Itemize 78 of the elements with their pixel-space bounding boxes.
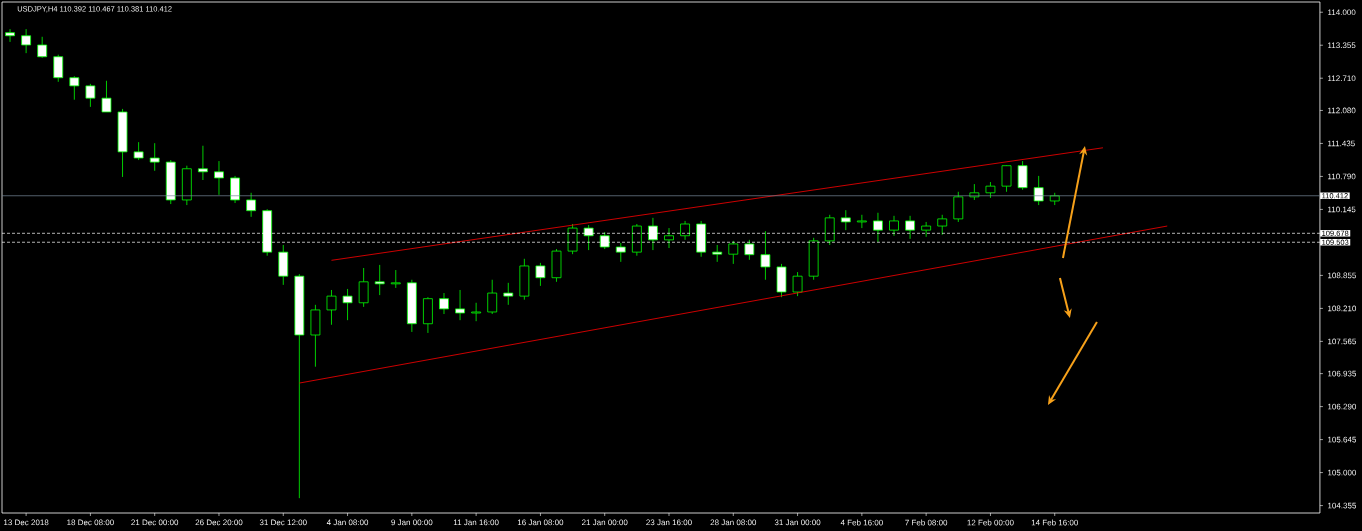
candlestick <box>390 269 401 289</box>
candlestick <box>1033 175 1044 206</box>
y-tick-label: 105.645 <box>1328 436 1357 443</box>
candlestick <box>214 160 224 196</box>
candlestick <box>728 240 739 265</box>
candlestick <box>1001 165 1012 193</box>
candlestick <box>310 304 321 368</box>
candlestick <box>294 273 305 499</box>
y-tick-label: 110.790 <box>1328 173 1356 180</box>
y-tick-label: 113.355 <box>1328 42 1356 49</box>
x-tick-label: 4 Jan 08:00 <box>326 519 369 526</box>
candlestick <box>631 223 642 257</box>
x-tick-label: 26 Dec 20:00 <box>195 519 243 526</box>
y-tick-label: 112.710 <box>1328 75 1356 82</box>
y-tick-label: 105.000 <box>1328 469 1357 476</box>
candlestick <box>85 83 96 108</box>
x-tick-label: 14 Feb 16:00 <box>1031 519 1078 526</box>
candlestick <box>889 215 899 237</box>
candlestick <box>133 141 144 161</box>
y-tick-label: 108.855 <box>1328 272 1357 279</box>
x-tick-label: 13 Dec 2018 <box>4 519 49 526</box>
candlestick <box>21 28 32 54</box>
candlestick <box>101 80 112 113</box>
x-tick-label: 9 Jan 00:00 <box>391 519 433 526</box>
candlestick <box>808 237 819 281</box>
y-tick-label: 104.355 <box>1328 502 1357 509</box>
x-tick-label: 12 Feb 00:00 <box>967 519 1014 526</box>
candlestick <box>519 258 530 301</box>
candlestick <box>551 248 562 283</box>
x-tick-label: 18 Dec 08:00 <box>67 519 114 526</box>
x-tick-label: 23 Jan 16:00 <box>646 519 692 526</box>
candlestick <box>712 244 723 263</box>
candlestick <box>198 145 208 181</box>
x-tick-label: 7 Feb 08:00 <box>905 519 948 526</box>
x-tick-label: 21 Dec 00:00 <box>131 519 179 526</box>
candlestick <box>149 142 160 172</box>
candlestick <box>455 289 465 321</box>
candlestick <box>342 288 353 321</box>
candlestick <box>406 279 417 333</box>
candlestick <box>374 264 385 296</box>
candlestick <box>117 108 128 178</box>
candlestick <box>37 36 48 58</box>
candlestick <box>985 181 996 199</box>
candlestick <box>439 292 449 315</box>
candlestick <box>535 262 546 287</box>
candlestick <box>423 296 433 334</box>
x-tick-label: 31 Dec 12:00 <box>259 519 307 526</box>
candlestick <box>503 282 514 306</box>
x-tick-label: 28 Jan 08:00 <box>710 519 757 526</box>
candlestick <box>326 289 337 326</box>
x-tick-label: 11 Jan 16:00 <box>453 519 499 526</box>
candlestick <box>664 227 674 249</box>
candlestick <box>246 192 257 218</box>
candlestick <box>5 28 15 43</box>
x-tick-label: 4 Feb 16:00 <box>840 519 883 526</box>
candlestick <box>69 75 80 101</box>
candlestick <box>840 209 851 231</box>
candlestick <box>856 214 867 229</box>
candlestick <box>471 302 482 322</box>
y-tick-label: 106.290 <box>1328 403 1357 410</box>
y-tick-label: 106.935 <box>1328 370 1357 377</box>
candlestick <box>53 54 64 83</box>
candlestick <box>358 267 369 308</box>
y-tick-label: 114.000 <box>1328 9 1356 16</box>
candlestick <box>487 279 498 315</box>
y-tick-label: 112.080 <box>1328 107 1356 114</box>
y-tick-label: 108.210 <box>1328 305 1357 312</box>
x-tick-label: 16 Jan 08:00 <box>517 519 564 526</box>
candlestick <box>1017 160 1028 191</box>
candlestick <box>278 244 289 286</box>
x-tick-label: 31 Jan 00:00 <box>774 519 821 526</box>
candlestick <box>680 220 690 241</box>
y-tick-label: 111.435 <box>1328 140 1355 147</box>
candlestick <box>937 214 948 236</box>
candlestick <box>230 175 240 204</box>
y-tick-label: 110.145 <box>1328 206 1356 213</box>
y-tick-label: 107.565 <box>1328 338 1357 345</box>
x-tick-label: 21 Jan 00:00 <box>581 519 628 526</box>
